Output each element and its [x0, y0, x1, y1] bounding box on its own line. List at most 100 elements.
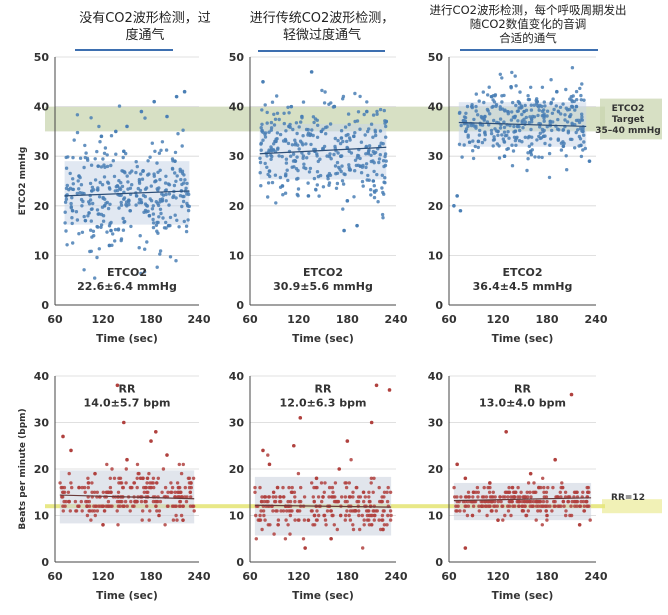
scatter-point — [372, 184, 376, 188]
scatter-point — [520, 120, 524, 125]
scatter-point — [330, 485, 335, 490]
scatter-point — [343, 125, 348, 129]
scatter-point — [253, 485, 257, 490]
scatter-point — [182, 89, 187, 94]
scatter-point — [489, 94, 494, 99]
scatter-point — [77, 485, 81, 490]
scatter-point — [351, 523, 355, 527]
scatter-point — [363, 495, 367, 499]
scatter-point — [283, 137, 288, 142]
scatter-point — [184, 229, 189, 234]
scatter-point — [542, 119, 546, 123]
scatter-point — [541, 114, 546, 118]
scatter-point — [389, 513, 393, 518]
scatter-point — [502, 120, 506, 124]
scatter-point — [576, 118, 580, 123]
scatter-point — [382, 495, 386, 499]
scatter-point — [361, 184, 365, 188]
scatter-point — [581, 499, 586, 504]
scatter-point — [371, 159, 375, 163]
scatter-point — [177, 504, 182, 508]
scatter-point — [538, 131, 542, 135]
scatter-point — [306, 127, 310, 132]
scatter-point — [511, 149, 516, 153]
scatter-point — [497, 156, 502, 160]
scatter-point — [186, 208, 191, 213]
scatter-point — [261, 80, 265, 84]
scatter-point — [179, 177, 183, 182]
y-tick-label: 20 — [34, 200, 50, 213]
scatter-point — [88, 249, 92, 254]
scatter-point — [173, 171, 177, 175]
scatter-point — [260, 527, 264, 532]
scatter-point — [179, 513, 184, 518]
stat-value: 30.9±5.6 mmHg — [273, 280, 373, 293]
scatter-point — [530, 142, 534, 146]
scatter-point — [327, 102, 331, 107]
scatter-point — [355, 485, 359, 490]
scatter-point — [165, 453, 169, 457]
x-tick-label: 120 — [287, 570, 310, 583]
scatter-point — [476, 113, 480, 117]
scatter-point — [96, 164, 100, 168]
scatter-point — [137, 246, 141, 250]
scatter-point — [82, 214, 86, 219]
scatter-point — [540, 523, 544, 527]
scatter-point — [530, 504, 534, 508]
scatter-point — [463, 546, 468, 550]
scatter-point — [455, 495, 459, 499]
scatter-point — [86, 158, 90, 162]
scatter-point — [181, 518, 185, 522]
scatter-point — [289, 509, 293, 513]
scatter-point — [160, 192, 164, 196]
scatter-point — [63, 210, 67, 214]
scatter-point — [180, 204, 184, 209]
scatter-point — [282, 495, 286, 499]
scatter-point — [573, 108, 577, 112]
scatter-point — [295, 155, 299, 159]
scatter-point — [73, 499, 78, 504]
scatter-point — [564, 154, 568, 158]
scatter-point — [518, 90, 522, 94]
scatter-point — [330, 495, 335, 499]
scatter-point — [327, 485, 332, 490]
scatter-point — [164, 220, 168, 225]
scatter-point — [151, 225, 156, 230]
scatter-point — [493, 499, 497, 504]
scatter-point — [462, 509, 466, 513]
scatter-point — [260, 495, 264, 499]
scatter-point — [554, 104, 558, 108]
scatter-point — [66, 155, 70, 159]
scatter-point — [565, 108, 570, 112]
scatter-point — [139, 172, 143, 176]
scatter-point — [498, 105, 502, 109]
scatter-point — [147, 213, 152, 218]
y-tick-label: 30 — [428, 150, 444, 163]
scatter-point — [372, 509, 376, 513]
scatter-point — [336, 499, 341, 504]
scatter-point — [174, 179, 178, 183]
x-axis-title: Time (sec) — [292, 590, 354, 602]
scatter-point — [161, 467, 166, 471]
scatter-point — [142, 210, 146, 214]
scatter-point — [69, 205, 74, 209]
scatter-point — [257, 518, 262, 522]
scatter-point — [182, 219, 186, 224]
scatter-point — [520, 140, 524, 144]
scatter-point — [306, 181, 310, 185]
scatter-point — [530, 135, 534, 139]
scatter-point — [95, 208, 100, 212]
scatter-point — [163, 523, 167, 527]
scatter-point — [121, 155, 125, 160]
scatter-point — [253, 490, 257, 494]
scatter-point — [156, 170, 160, 174]
scatter-point — [358, 127, 362, 131]
scatter-point — [135, 462, 140, 467]
scatter-point — [102, 204, 107, 208]
scatter-point — [363, 133, 367, 137]
scatter-point — [124, 467, 128, 471]
scatter-point — [292, 490, 297, 494]
scatter-point — [167, 203, 171, 207]
scatter-point — [332, 499, 337, 504]
scatter-point — [502, 140, 507, 144]
